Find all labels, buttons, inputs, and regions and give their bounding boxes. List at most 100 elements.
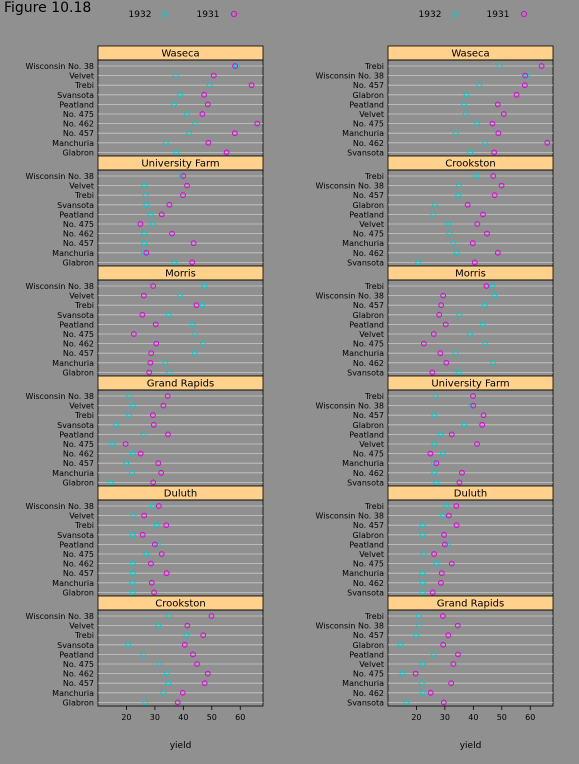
variety-label: Velvet [69, 72, 94, 81]
variety-label: Glabron [63, 588, 94, 597]
point-1932 [440, 512, 446, 519]
point-1931 [223, 149, 230, 156]
point-1932 [433, 479, 440, 486]
variety-label: Velvet [359, 330, 384, 339]
point-1932 [444, 541, 451, 548]
point-1931 [160, 402, 167, 409]
point-1932 [142, 699, 149, 706]
panel-frame [97, 59, 264, 157]
point-1931 [137, 221, 144, 227]
variety-label: Glabron [63, 698, 94, 707]
point-1931 [469, 240, 476, 247]
variety-label: Wisconsin No. 38 [26, 612, 95, 621]
point-1931 [445, 632, 452, 639]
point-1931 [150, 479, 157, 486]
variety-label: Glabron [353, 421, 384, 430]
variety-label: Wisconsin No. 38 [316, 182, 385, 191]
point-1931 [480, 211, 486, 218]
point-1931 [151, 589, 157, 596]
point-1932 [126, 412, 132, 419]
panel-waseca: Waseca Wisconsin No. 38VelvetTrebiSvansot… [26, 45, 264, 157]
variety-label: Wisconsin No. 38 [316, 72, 385, 81]
point-1932 [455, 369, 462, 376]
variety-label: No. 475 [353, 670, 384, 679]
panel-morris: Morris Wisconsin No. 38VelvetTrebiSvansot… [26, 265, 264, 377]
variety-label: No. 475 [63, 550, 94, 559]
point-1932 [125, 641, 132, 648]
variety-label: Svansota [347, 588, 384, 597]
variety-label: Manchuria [52, 689, 94, 698]
variety-label: Velvet [69, 182, 94, 191]
variety-label: Wisconsin No. 38 [26, 502, 95, 511]
point-1931 [166, 201, 173, 208]
x-tick-label: 50 [207, 713, 217, 722]
point-1931 [155, 460, 162, 467]
point-1931 [201, 91, 208, 98]
point-1932 [177, 292, 183, 299]
point-1932 [430, 211, 437, 218]
point-1931 [480, 412, 487, 419]
point-1932 [206, 82, 213, 89]
x-tick-label: 30 [150, 713, 160, 722]
variety-label: Svansota [57, 311, 94, 320]
point-1931 [489, 120, 496, 127]
variety-label: Trebi [364, 612, 384, 621]
point-1932 [443, 503, 450, 509]
variety-label: Velvet [359, 220, 384, 229]
point-1932 [155, 622, 162, 629]
variety-label: No. 457 [63, 569, 94, 578]
point-1932 [140, 651, 147, 658]
point-1932 [482, 340, 489, 347]
variety-label: Manchuria [52, 359, 94, 368]
legend-label-1932: 1932 [419, 10, 442, 20]
point-1931 [193, 302, 200, 309]
point-1931 [440, 641, 447, 648]
panel-title: Waseca [161, 49, 199, 60]
point-1931 [440, 292, 447, 299]
point-1931 [433, 460, 440, 467]
variety-label: No. 457 [63, 679, 94, 688]
point-1932 [123, 460, 130, 467]
point-1931 [139, 311, 146, 318]
variety-label: Trebi [364, 392, 384, 401]
point-1932 [446, 230, 453, 237]
variety-label: Peatland [349, 210, 384, 219]
point-1931 [437, 350, 444, 357]
point-1931 [199, 111, 206, 117]
point-1932 [416, 613, 422, 619]
point-1931 [470, 393, 476, 399]
panel-title: Duluth [454, 489, 487, 500]
point-1931 [450, 661, 457, 667]
point-1931 [544, 139, 551, 146]
point-1931 [448, 680, 455, 687]
point-1932 [452, 130, 459, 137]
point-1932 [450, 240, 457, 247]
point-1931 [184, 622, 191, 629]
variety-label: Svansota [347, 258, 384, 267]
point-1932 [419, 589, 426, 596]
variety-label: Glabron [353, 201, 384, 210]
variety-label: Manchuria [52, 579, 94, 588]
variety-label: Peatland [59, 320, 94, 329]
point-1932 [468, 402, 475, 409]
x-tick-label: 50 [497, 713, 507, 722]
point-1931 [464, 201, 471, 208]
variety-label: Trebi [364, 62, 384, 71]
variety-label: No. 457 [63, 239, 94, 248]
point-1931 [181, 641, 188, 648]
variety-label: Trebi [364, 282, 384, 291]
point-1932 [128, 469, 135, 476]
point-1932 [192, 120, 199, 127]
point-1932 [463, 91, 470, 98]
point-1932 [154, 541, 161, 548]
variety-label: Wisconsin No. 38 [26, 282, 95, 291]
point-1932 [192, 331, 199, 337]
variety-label: No. 462 [63, 670, 94, 679]
point-1931 [420, 340, 427, 347]
point-1931 [494, 249, 501, 256]
point-1931 [164, 393, 171, 399]
point-1932 [474, 120, 480, 127]
point-1932 [473, 173, 480, 179]
